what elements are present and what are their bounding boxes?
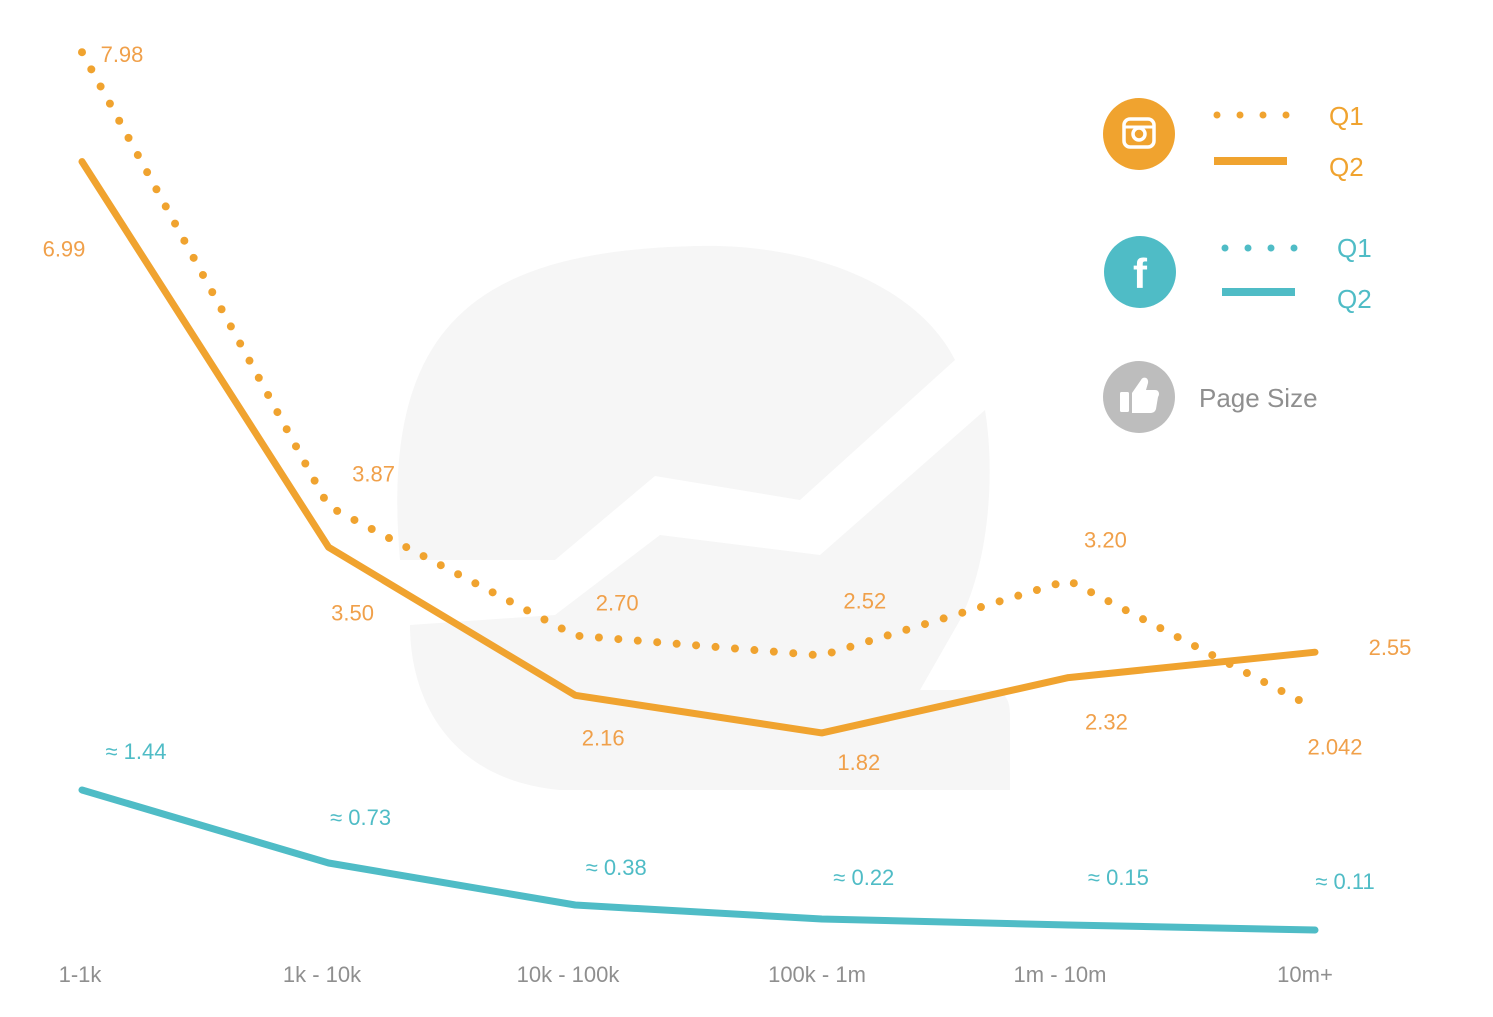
- thumbs-up-glyph: [1120, 377, 1159, 413]
- x-axis-ticks: 1-1k 1k - 10k 10k - 100k 100k - 1m 1m - 10m 1…: [59, 962, 1333, 987]
- data-label-instagram-q1-5: 2.042: [1307, 734, 1362, 759]
- series-instagram-q1-line: [78, 48, 1319, 713]
- data-label-instagram-q1-3: 2.52: [843, 589, 886, 614]
- data-label-instagram-q1-2: 2.70: [596, 591, 639, 616]
- instagram-icon: [1103, 98, 1175, 170]
- legend-instagram-q1-label: Q1: [1329, 101, 1364, 131]
- watermark-logo: [397, 245, 1010, 790]
- legend-facebook: f Q1 Q2: [1104, 233, 1372, 314]
- legend-instagram-q2-label: Q2: [1329, 152, 1364, 182]
- legend-facebook-q1-label: Q1: [1337, 233, 1372, 263]
- legend-facebook-q2-label: Q2: [1337, 284, 1372, 314]
- x-tick-label: 1k - 10k: [283, 962, 362, 987]
- legend-instagram-q1-swatch: [1213, 111, 1290, 119]
- data-label-instagram-q2-1: 3.50: [331, 600, 374, 625]
- data-label-facebook-q2-4: ≈ 0.15: [1088, 865, 1149, 890]
- data-label-instagram-q1-1: 3.87: [352, 461, 395, 486]
- data-label-facebook-q2-2: ≈ 0.38: [586, 855, 647, 880]
- data-label-instagram-q2-5: 2.55: [1369, 635, 1412, 660]
- legend-facebook-q1-swatch: [1221, 244, 1298, 252]
- data-label-instagram-q1-4: 3.20: [1084, 527, 1127, 552]
- series-facebook-q2-line: [78, 786, 1319, 934]
- data-label-instagram-q2-3: 1.82: [837, 750, 880, 775]
- facebook-icon: [1104, 236, 1176, 308]
- data-label-facebook-q2-5: ≈ 0.11: [1315, 869, 1374, 894]
- x-tick-label: 1m - 10m: [1014, 962, 1107, 987]
- legend-page-size: Page Size: [1103, 361, 1318, 433]
- camera-glyph: [1122, 117, 1156, 149]
- data-label-instagram-q2-0: 6.99: [43, 237, 86, 262]
- series-lines: [78, 48, 1319, 934]
- x-tick-label: 1-1k: [59, 962, 103, 987]
- legend-instagram: Q1 Q2: [1103, 98, 1364, 182]
- x-tick-label: 10m+: [1277, 962, 1333, 987]
- x-tick-label: 10k - 100k: [517, 962, 621, 987]
- legend-page-size-label: Page Size: [1199, 383, 1318, 413]
- x-tick-label: 100k - 1m: [768, 962, 866, 987]
- facebook-f-glyph: f: [1133, 250, 1148, 297]
- data-label-instagram-q1-0: 7.98: [101, 42, 144, 67]
- data-label-instagram-q2-4: 2.32: [1085, 710, 1128, 735]
- legend: Q1 Q2 f Q1 Q2 Page Size: [1103, 98, 1372, 433]
- data-label-instagram-q2-2: 2.16: [582, 725, 625, 750]
- series-instagram-q2-line: [78, 158, 1319, 737]
- data-labels: 7.98 3.87 2.70 2.52 3.20 2.042 6.99 3.50 2.16 1.8…: [43, 42, 1412, 894]
- data-label-facebook-q2-3: ≈ 0.22: [833, 865, 894, 890]
- data-label-facebook-q2-1: ≈ 0.73: [330, 805, 391, 830]
- data-label-facebook-q2-0: ≈ 1.44: [105, 739, 166, 764]
